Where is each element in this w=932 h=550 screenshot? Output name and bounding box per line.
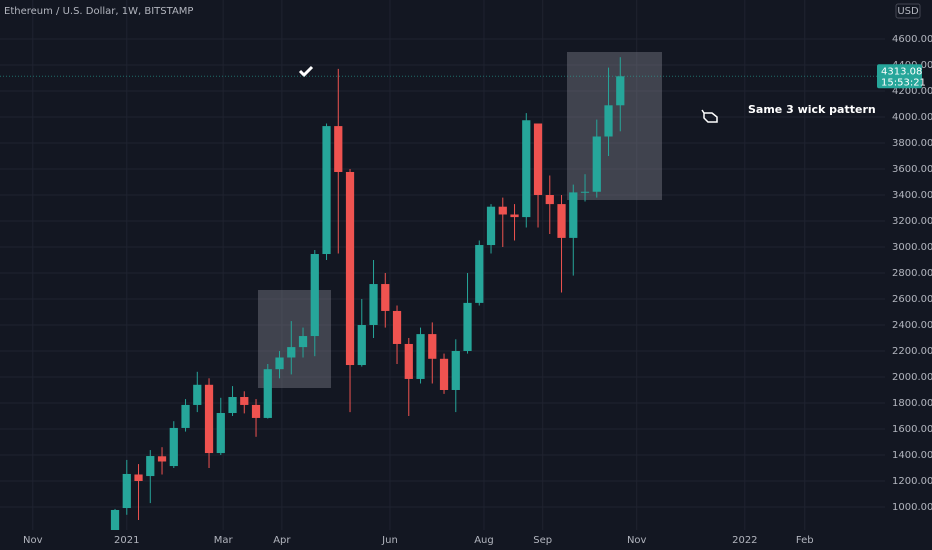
y-tick-label: 3400.00 <box>892 190 932 201</box>
y-tick-label: 4600.00 <box>892 34 932 45</box>
candle-body <box>510 214 519 218</box>
candle-body <box>240 397 249 405</box>
hand-icon <box>701 109 718 123</box>
y-tick-label: 3200.00 <box>892 216 932 227</box>
candle-body <box>216 413 225 454</box>
candle-body <box>181 404 190 428</box>
candle-body <box>475 245 484 303</box>
y-tick-label: 1200.00 <box>892 476 932 487</box>
candle-body <box>251 404 261 418</box>
x-tick-label: Feb <box>796 535 814 546</box>
x-tick-label: Aug <box>474 535 494 546</box>
candle-body <box>416 334 425 379</box>
candle-body <box>381 284 390 311</box>
x-tick-label: Mar <box>214 535 234 546</box>
x-tick-label: Nov <box>627 535 647 546</box>
candle-body <box>498 206 507 215</box>
candle-body <box>357 324 366 366</box>
highlight-box <box>567 52 662 200</box>
x-tick-label: Sep <box>533 535 552 546</box>
candle-body <box>287 347 296 358</box>
countdown: 15:53:21 <box>881 77 926 88</box>
candle-body <box>157 456 167 462</box>
candle-body <box>592 136 601 192</box>
candle-body <box>169 427 178 467</box>
candle-body <box>569 192 578 238</box>
last-price-badge <box>877 64 922 89</box>
candle-body <box>533 123 543 195</box>
candle-body <box>580 191 590 193</box>
y-tick-label: 4200.00 <box>892 86 932 97</box>
y-tick-label: 1800.00 <box>892 398 932 409</box>
candle-body <box>451 350 460 390</box>
y-tick-label: 2000.00 <box>892 372 932 383</box>
axes: 1000.00 1200.00 1400.00 1600.00 1800.00 2000.… <box>0 34 932 546</box>
candle-body <box>392 310 402 344</box>
y-tick-label: 2800.00 <box>892 268 932 279</box>
y-tick-label: 3800.00 <box>892 138 932 149</box>
candle-body <box>134 474 143 481</box>
x-tick-label: Jun <box>381 535 398 546</box>
candle-body <box>369 284 378 325</box>
y-tick-label: 1600.00 <box>892 424 932 435</box>
candle-body <box>310 254 319 337</box>
candle-body <box>298 336 308 348</box>
candle-body <box>263 369 272 418</box>
candle-body <box>275 357 284 370</box>
candle-body <box>557 204 566 238</box>
x-tick-label: 2022 <box>732 535 757 546</box>
candle-body <box>110 509 120 530</box>
currency-badge <box>895 3 921 19</box>
currency: USD <box>897 6 919 17</box>
candle-body <box>334 126 343 172</box>
x-tick-label: 2021 <box>114 535 139 546</box>
y-tick-label: 2400.00 <box>892 320 932 331</box>
y-tick-label: 3000.00 <box>892 242 932 253</box>
candle-body <box>428 334 437 359</box>
candle-body <box>463 302 472 351</box>
candle-body <box>146 456 155 477</box>
candle-body <box>204 384 214 454</box>
y-tick-label: 3600.00 <box>892 164 932 175</box>
candle-body <box>404 343 413 379</box>
chart-title: Ethereum / U.S. Dollar, 1W, BITSTAMP <box>4 6 193 17</box>
candle-body <box>193 384 202 405</box>
annotation: Same 3 wick pattern <box>748 103 876 116</box>
candle-body <box>439 358 449 390</box>
candle-body <box>545 194 554 205</box>
candle-body <box>616 76 625 106</box>
y-tick-label: 1400.00 <box>892 450 932 461</box>
grid <box>0 0 885 530</box>
y-tick-label: 2200.00 <box>892 346 932 357</box>
candle-body <box>522 120 531 218</box>
y-tick-label: 1000.00 <box>892 502 932 513</box>
candle-body <box>486 206 496 246</box>
candles <box>110 57 625 530</box>
check-icon <box>298 65 314 78</box>
candle-body <box>604 105 613 137</box>
x-tick-label: Apr <box>273 535 291 546</box>
candle-body <box>322 126 331 255</box>
y-tick-label: 4000.00 <box>892 112 932 123</box>
candle-body <box>228 397 237 414</box>
y-tick-label: 2600.00 <box>892 294 932 305</box>
last-price-label: 4313.08 <box>881 66 922 77</box>
candle-body <box>122 473 131 509</box>
x-tick-label: Nov <box>23 535 43 546</box>
candle-body <box>345 171 355 366</box>
